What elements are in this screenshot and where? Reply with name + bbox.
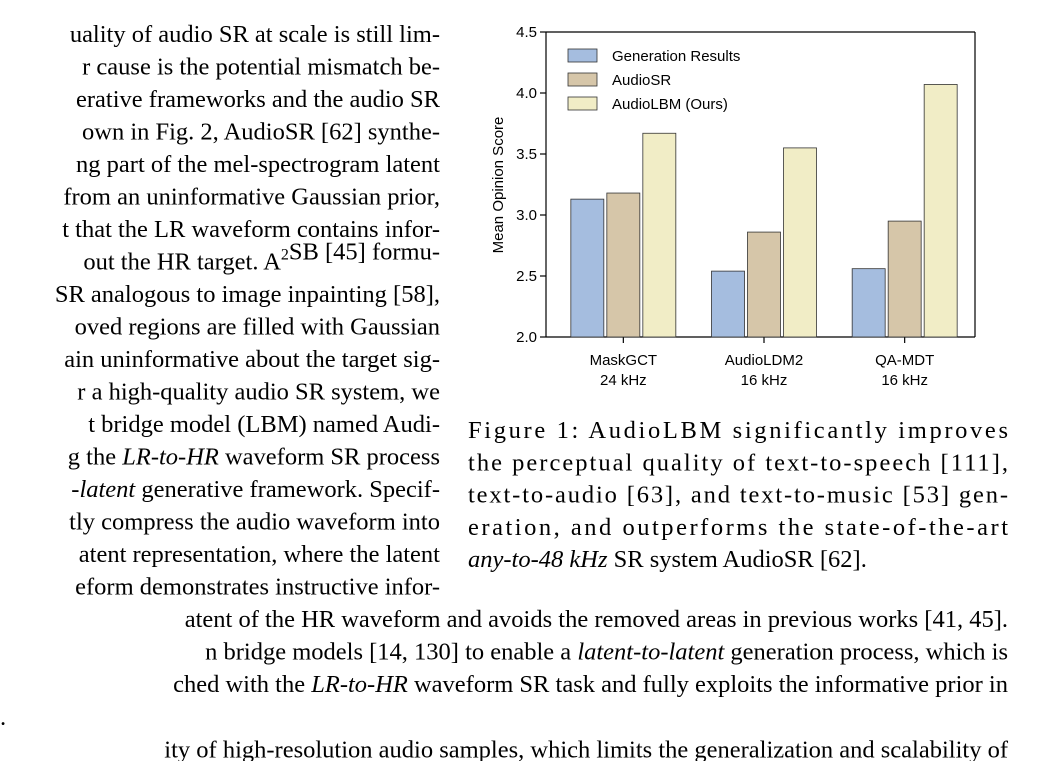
y-tick-label: 2.0 bbox=[516, 329, 537, 346]
text-run: from an uninformative Gaussian prior, bbox=[63, 184, 440, 211]
bar bbox=[606, 192, 641, 338]
bar bbox=[851, 268, 886, 338]
italic-run: LR-to-HR bbox=[310, 671, 408, 698]
bar bbox=[711, 270, 745, 338]
text-run: ity of high-resolution audio samples, wh… bbox=[164, 736, 1009, 761]
text-run: t bridge model (LBM) named Audi- bbox=[88, 411, 440, 438]
text-run: uality of audio SR at scale is still lim… bbox=[70, 21, 440, 48]
legend-swatch bbox=[567, 72, 598, 87]
text-run: atent representation, where the latent bbox=[79, 541, 440, 568]
caption-line: Figure 1: AudioLBM significantly improve… bbox=[468, 417, 1008, 444]
body-line: out the HR target. A2SB [45] formu- bbox=[83, 239, 440, 276]
x-tick-label: MaskGCT bbox=[590, 352, 658, 369]
x-tick-label: 24 kHz bbox=[600, 372, 647, 389]
text-run: SR system AudioSR [62]. bbox=[607, 546, 866, 573]
text-run: ched with the bbox=[173, 671, 311, 698]
caption-line: text-to-audio [63], and text-to-music [5… bbox=[468, 482, 1008, 509]
body-line: -latent generative framework. Specif- bbox=[71, 476, 440, 503]
text-run: r a high-quality audio SR system, we bbox=[77, 379, 440, 406]
body-line: r a high-quality audio SR system, we bbox=[77, 379, 440, 406]
body-line: atent representation, where the latent bbox=[79, 541, 440, 568]
text-run: oved regions are filled with Gaussian bbox=[75, 314, 440, 341]
text-run: r cause is the potential mismatch be- bbox=[82, 54, 440, 81]
text-run: tly compress the audio waveform into bbox=[69, 509, 440, 536]
italic-run: any-to-48 kHz bbox=[468, 546, 608, 573]
x-tick-label: 16 kHz bbox=[741, 372, 788, 389]
y-tick-label: 2.5 bbox=[516, 268, 537, 285]
text-run: erative frameworks and the audio SR bbox=[76, 86, 441, 113]
body-line: atent of the HR waveform and avoids the … bbox=[185, 606, 1008, 633]
text-run: SB [45] formu- bbox=[289, 239, 440, 266]
body-line: n bridge models [14, 130] to enable a la… bbox=[205, 639, 1008, 666]
body-line: r cause is the potential mismatch be- bbox=[82, 54, 440, 81]
legend-label: Generation Results bbox=[612, 48, 740, 65]
body-line: . bbox=[0, 704, 6, 731]
superscript: 2 bbox=[281, 247, 289, 264]
italic-run: -latent bbox=[71, 476, 136, 503]
caption-line: any-to-48 kHz SR system AudioSR [62]. bbox=[468, 546, 867, 573]
text-run: atent of the HR waveform and avoids the … bbox=[185, 606, 1008, 633]
y-tick-label: 4.5 bbox=[516, 24, 537, 41]
text-run: SR analogous to image inpainting [58], bbox=[55, 281, 440, 308]
body-line: tly compress the audio waveform into bbox=[69, 509, 440, 536]
text-run: generative framework. Specif- bbox=[135, 476, 440, 503]
text-run: generation process, which is bbox=[724, 639, 1008, 666]
body-line: uality of audio SR at scale is still lim… bbox=[70, 21, 440, 48]
body-line: ity of high-resolution audio samples, wh… bbox=[164, 736, 1009, 761]
x-tick-label: QA-MDT bbox=[875, 352, 934, 369]
x-tick-label: AudioLDM2 bbox=[725, 352, 803, 369]
body-line: SR analogous to image inpainting [58], bbox=[55, 281, 440, 308]
caption-line: the perceptual quality of text-to-speech… bbox=[468, 449, 1008, 476]
italic-run: latent-to-latent bbox=[577, 639, 725, 666]
legend-label: AudioSR bbox=[612, 72, 671, 89]
text-run: ain uninformative about the target sig- bbox=[64, 346, 440, 373]
y-tick-label: 3.5 bbox=[516, 146, 537, 163]
text-run: waveform SR process bbox=[219, 444, 440, 471]
text-run: text-to-audio [63], and text-to-music [5… bbox=[468, 482, 1008, 509]
y-tick-label: 4.0 bbox=[516, 85, 537, 102]
text-run: own in Fig. 2, AudioSR [62] synthe- bbox=[82, 119, 440, 146]
body-line: ched with the LR-to-HR waveform SR task … bbox=[173, 671, 1008, 698]
legend-swatch bbox=[567, 48, 598, 63]
text-run: . bbox=[0, 704, 6, 731]
body-line: t that the LR waveform contains infor- bbox=[62, 216, 440, 243]
text-run: g the bbox=[68, 444, 122, 471]
text-run: ng part of the mel-spectrogram latent bbox=[76, 151, 440, 178]
bar bbox=[747, 231, 781, 338]
bar bbox=[570, 198, 605, 338]
y-axis-title: Mean Opinion Score bbox=[490, 117, 507, 254]
text-run: n bridge models [14, 130] to enable a bbox=[205, 639, 577, 666]
x-tick-label: 16 kHz bbox=[881, 372, 928, 389]
y-tick-label: 3.0 bbox=[516, 207, 537, 224]
body-line: eform demonstrates instructive infor- bbox=[75, 574, 440, 601]
text-run: eform demonstrates instructive infor- bbox=[75, 574, 440, 601]
bar bbox=[642, 132, 677, 338]
body-line: own in Fig. 2, AudioSR [62] synthe- bbox=[82, 119, 440, 146]
body-line: from an uninformative Gaussian prior, bbox=[63, 184, 440, 211]
text-run: the perceptual quality of text-to-speech… bbox=[468, 449, 1008, 476]
text-run: t that the LR waveform contains infor- bbox=[62, 216, 440, 243]
body-line: t bridge model (LBM) named Audi- bbox=[88, 411, 440, 438]
bar bbox=[923, 84, 958, 338]
body-line: ng part of the mel-spectrogram latent bbox=[76, 151, 440, 178]
bar bbox=[783, 147, 817, 338]
legend-label: AudioLBM (Ours) bbox=[612, 96, 728, 113]
italic-run: LR-to-HR bbox=[121, 444, 219, 471]
body-line: ain uninformative about the target sig- bbox=[64, 346, 440, 373]
text-run: eration, and outperforms the state-of-th… bbox=[468, 514, 1008, 541]
text-run: out the HR target. A bbox=[83, 249, 281, 276]
body-line: g the LR-to-HR waveform SR process bbox=[68, 444, 440, 471]
bar bbox=[887, 220, 922, 338]
legend-swatch bbox=[567, 96, 598, 111]
body-line: erative frameworks and the audio SR bbox=[76, 86, 441, 113]
text-run: waveform SR task and fully exploits the … bbox=[408, 671, 1008, 698]
body-line: oved regions are filled with Gaussian bbox=[75, 314, 440, 341]
text-run: Figure 1: AudioLBM significantly improve… bbox=[468, 417, 1008, 444]
caption-line: eration, and outperforms the state-of-th… bbox=[468, 514, 1008, 541]
